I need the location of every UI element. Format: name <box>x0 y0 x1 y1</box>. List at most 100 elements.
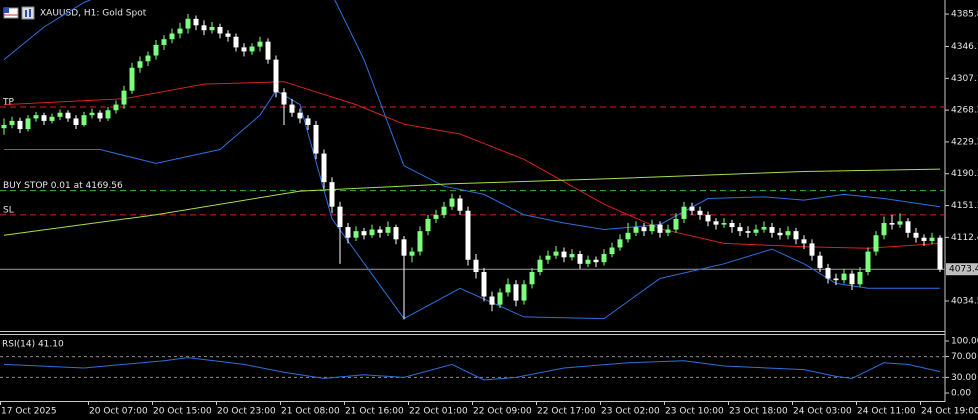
candle-body <box>617 239 623 248</box>
candle-body <box>457 198 463 211</box>
candle-body <box>321 153 327 183</box>
candle-body <box>17 120 23 130</box>
x-tick-label: 20 Oct 15:00 <box>153 407 212 417</box>
candle-body <box>497 292 503 305</box>
candle-body <box>937 237 943 270</box>
candle-body <box>577 254 583 264</box>
candle-body <box>905 221 911 233</box>
candle-body <box>305 118 311 125</box>
x-tick-label: 23 Oct 02:00 <box>601 407 660 417</box>
candle-body <box>833 278 839 281</box>
candle-body <box>657 224 663 233</box>
x-tick-label: 22 Oct 01:00 <box>409 407 468 417</box>
candle-body <box>337 206 343 228</box>
candle-body <box>865 251 871 273</box>
candle-body <box>761 227 767 230</box>
candle-body <box>441 206 447 215</box>
candle-body <box>209 26 215 31</box>
candle-body <box>169 33 175 40</box>
candle-body <box>561 251 567 258</box>
level-label: SL <box>3 205 14 215</box>
candle-body <box>145 55 151 62</box>
level-label: TP <box>2 98 14 108</box>
candle-body <box>193 18 199 26</box>
candle-body <box>513 284 519 301</box>
candle-body <box>425 218 431 232</box>
candle-body <box>81 115 87 125</box>
candle-body <box>913 232 919 238</box>
x-tick-label: 23 Oct 18:00 <box>729 407 788 417</box>
indicator-line <box>4 90 940 320</box>
candle-body <box>609 247 615 255</box>
candle-body <box>857 272 863 285</box>
candle-body <box>713 221 719 225</box>
x-tick-label: 24 Oct 19:00 <box>921 407 978 417</box>
candle-body <box>185 18 191 29</box>
x-tick-label: 21 Oct 16:00 <box>345 407 404 417</box>
candle-body <box>481 272 487 297</box>
candle-body <box>569 254 575 258</box>
x-tick-label: 22 Oct 17:00 <box>537 407 596 417</box>
candle-body <box>273 59 279 93</box>
candle-body <box>921 237 927 241</box>
candle-body <box>345 227 351 238</box>
chart-title: XAUUSD, H1: Gold Spot <box>40 9 147 19</box>
candle-body <box>297 112 303 119</box>
candle-body <box>433 214 439 219</box>
labels: 4385.8 4346.1 4307.1 4268.2 4229.2 4190.3 4151… <box>0 10 978 417</box>
rsi-tick-label: 30.00 <box>951 373 977 383</box>
candle-body <box>689 206 695 211</box>
candle-body <box>753 229 759 233</box>
candle-body <box>545 255 551 260</box>
candle-body <box>73 118 79 125</box>
chart-icons <box>3 6 35 20</box>
y-tick-label: 4112.4 <box>951 233 978 243</box>
rsi-tick-label: 70.00 <box>951 352 977 362</box>
candle-body <box>737 227 743 232</box>
candle-body <box>121 90 127 105</box>
candle-body <box>473 259 479 273</box>
candle-body <box>393 227 399 240</box>
level-label: BUY STOP 0.01 at 4169.56 <box>3 181 123 191</box>
candle-body <box>825 267 831 279</box>
x-tick-label: 20 Oct 07:00 <box>89 407 148 417</box>
rsi-plot <box>0 356 945 381</box>
candle-body <box>25 118 31 130</box>
candle-body <box>417 231 423 252</box>
candle-body <box>505 284 511 293</box>
candle-body <box>33 115 39 119</box>
x-tick-label: 20 Oct 23:00 <box>217 407 276 417</box>
candle-body <box>161 39 167 45</box>
candle-body <box>697 210 703 215</box>
candle-body <box>409 251 415 256</box>
candle-body <box>1 124 7 129</box>
last-price-label: 4073.4 <box>949 265 978 275</box>
indicator-line <box>3 168 941 236</box>
candle-body <box>649 224 655 232</box>
candle-body <box>9 120 15 125</box>
candle-body <box>113 104 119 111</box>
candle-body <box>153 44 159 56</box>
y-tick-label: 4346.1 <box>951 42 978 52</box>
candle-body <box>401 239 407 256</box>
candle-body <box>353 231 359 238</box>
rsi-tick-label: 100.00 <box>951 337 978 347</box>
candle-body <box>361 231 367 236</box>
candle-body <box>233 36 239 48</box>
x-tick-label: 21 Oct 08:00 <box>281 407 340 417</box>
candle-body <box>793 231 799 240</box>
y-tick-label: 4385.8 <box>951 10 978 20</box>
candle-body <box>489 296 495 305</box>
candle-body <box>721 222 727 225</box>
candle-body <box>465 210 471 260</box>
candle-body <box>97 112 103 119</box>
candle-body <box>769 227 775 233</box>
candle-body <box>137 61 143 68</box>
candle-body <box>449 198 455 207</box>
candle-body <box>585 259 591 264</box>
candle-body <box>673 218 679 230</box>
candle-body <box>729 222 735 228</box>
